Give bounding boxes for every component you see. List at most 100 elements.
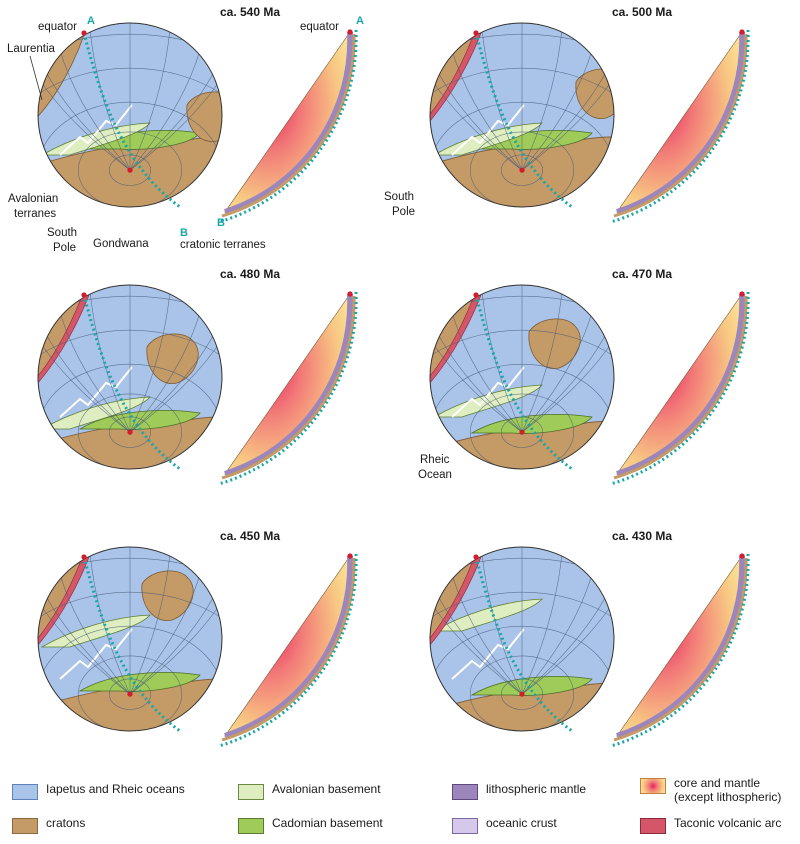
taconic-arc <box>430 23 485 122</box>
crust-band <box>613 33 748 218</box>
label-B-2: B <box>217 217 225 229</box>
paleogeography-figure: ca. 540 Ma ca. 500 Ma ca. 480 Ma ca. 470 Ma… <box>7 5 750 748</box>
section-line <box>82 294 181 471</box>
graticule <box>430 23 614 207</box>
legend-item-core-mantle: core and mantle (except lithospheric) <box>640 776 781 804</box>
label-south-pole-right-1: South <box>384 191 414 203</box>
graticule <box>430 285 614 469</box>
label-A-2: A <box>356 15 364 27</box>
equator-marker <box>473 292 479 298</box>
crust-band <box>613 557 748 742</box>
legend-label-cadomian: Cadomian basement <box>272 816 383 830</box>
globe-outline <box>37 22 223 208</box>
section-arc-guide <box>610 553 750 748</box>
graticule <box>430 547 614 731</box>
label-rheic-1: Rheic <box>420 454 450 466</box>
panel-2: ca. 500 Ma <box>429 5 750 224</box>
equator-marker <box>473 30 479 36</box>
south-pole-marker <box>519 691 525 697</box>
cross-section <box>218 291 358 486</box>
legend-label-cratons: cratons <box>46 816 86 830</box>
globe-outline <box>429 284 615 470</box>
legend-item-lith-mantle: lithospheric mantle <box>452 782 586 804</box>
legend-swatch-oceans <box>12 784 38 800</box>
section-arc-guide <box>218 291 358 486</box>
lithospheric-mantle-band <box>224 293 354 477</box>
legend-label-avalonian: Avalonian basement <box>272 782 381 796</box>
section-arc-guide <box>610 29 750 224</box>
panel-3: ca. 480 Ma <box>37 267 358 486</box>
legend-swatch-avalonian <box>238 784 264 800</box>
south-pole-marker <box>519 167 525 173</box>
crust-band <box>613 295 748 480</box>
lithospheric-mantle-band <box>224 555 354 739</box>
legend-swatch-cratons <box>12 818 38 834</box>
taconic-arc <box>38 285 93 384</box>
section-line <box>474 294 573 471</box>
spreading-ridge <box>451 104 525 156</box>
legend-item-cadomian: Cadomian basement <box>238 816 383 838</box>
crust-band <box>221 557 356 742</box>
panel-6: ca. 430 Ma <box>429 529 750 748</box>
globe-outline <box>429 546 615 732</box>
legend-item-oceans: Iapetus and Rheic oceans <box>12 782 185 804</box>
crust-band <box>221 295 356 480</box>
globe-outline <box>429 22 615 208</box>
label-B: B <box>180 227 188 239</box>
panel-title: ca. 540 Ma <box>220 5 280 19</box>
legend-item-taconic-arc: Taconic volcanic arc <box>640 816 781 838</box>
section-equator-marker <box>347 291 353 297</box>
taconic-arc <box>38 547 93 646</box>
section-line <box>82 32 181 209</box>
baltica-craton <box>575 68 614 119</box>
crust-band <box>221 33 356 218</box>
section-line <box>474 556 573 733</box>
spreading-ridge <box>451 628 525 680</box>
globe-outline <box>37 546 223 732</box>
label-avalonian-2: terranes <box>14 208 56 220</box>
lithospheric-mantle-band <box>616 293 746 477</box>
panel-title: ca. 470 Ma <box>612 267 672 281</box>
equator-marker <box>81 30 87 36</box>
label-avalonian-1: Avalonian <box>8 193 58 205</box>
equator-marker <box>81 292 87 298</box>
avalonian-terrane <box>432 598 543 632</box>
south-pole-marker <box>127 167 133 173</box>
section-equator-marker <box>739 553 745 559</box>
section-arc-guide <box>218 553 358 748</box>
label-rheic-2: Ocean <box>418 469 452 481</box>
label-cratonic-terranes: cratonic terranes <box>180 239 266 251</box>
globe-outline <box>37 284 223 470</box>
equator-marker <box>81 554 87 560</box>
cross-section <box>610 291 750 486</box>
lithospheric-mantle-band <box>616 31 746 215</box>
panel-title: ca. 500 Ma <box>612 5 672 19</box>
section-line <box>474 32 573 209</box>
section-equator-marker <box>739 291 745 297</box>
legend-item-avalonian: Avalonian basement <box>238 782 381 804</box>
lithospheric-mantle-band <box>616 555 746 739</box>
section-arc-guide <box>610 291 750 486</box>
baltica-craton <box>186 91 222 142</box>
legend-item-oceanic-crust: oceanic crust <box>452 816 557 838</box>
south-pole-marker <box>127 429 133 435</box>
legend: Iapetus and Rheic oceans cratons Avaloni… <box>0 772 800 844</box>
spreading-ridge <box>59 366 133 418</box>
spreading-ridge <box>59 104 133 156</box>
equator-marker <box>473 554 479 560</box>
section-arc-guide <box>218 29 358 224</box>
section-equator-marker <box>739 29 745 35</box>
cross-section <box>610 29 750 224</box>
cross-section <box>218 553 358 748</box>
legend-label-taconic-arc: Taconic volcanic arc <box>674 816 782 830</box>
legend-label-oceans: Iapetus and Rheic oceans <box>46 782 185 796</box>
legend-label-core-mantle: core and mantle <box>674 776 761 790</box>
south-pole-marker <box>127 691 133 697</box>
section-equator-marker <box>347 553 353 559</box>
label-A: A <box>87 15 95 27</box>
label-south-pole-1: South <box>47 227 77 239</box>
section-line <box>82 556 181 733</box>
leader-laurentia <box>29 55 43 101</box>
legend-swatch-oceanic-crust <box>452 818 478 834</box>
label-south-pole-2: Pole <box>53 242 76 254</box>
